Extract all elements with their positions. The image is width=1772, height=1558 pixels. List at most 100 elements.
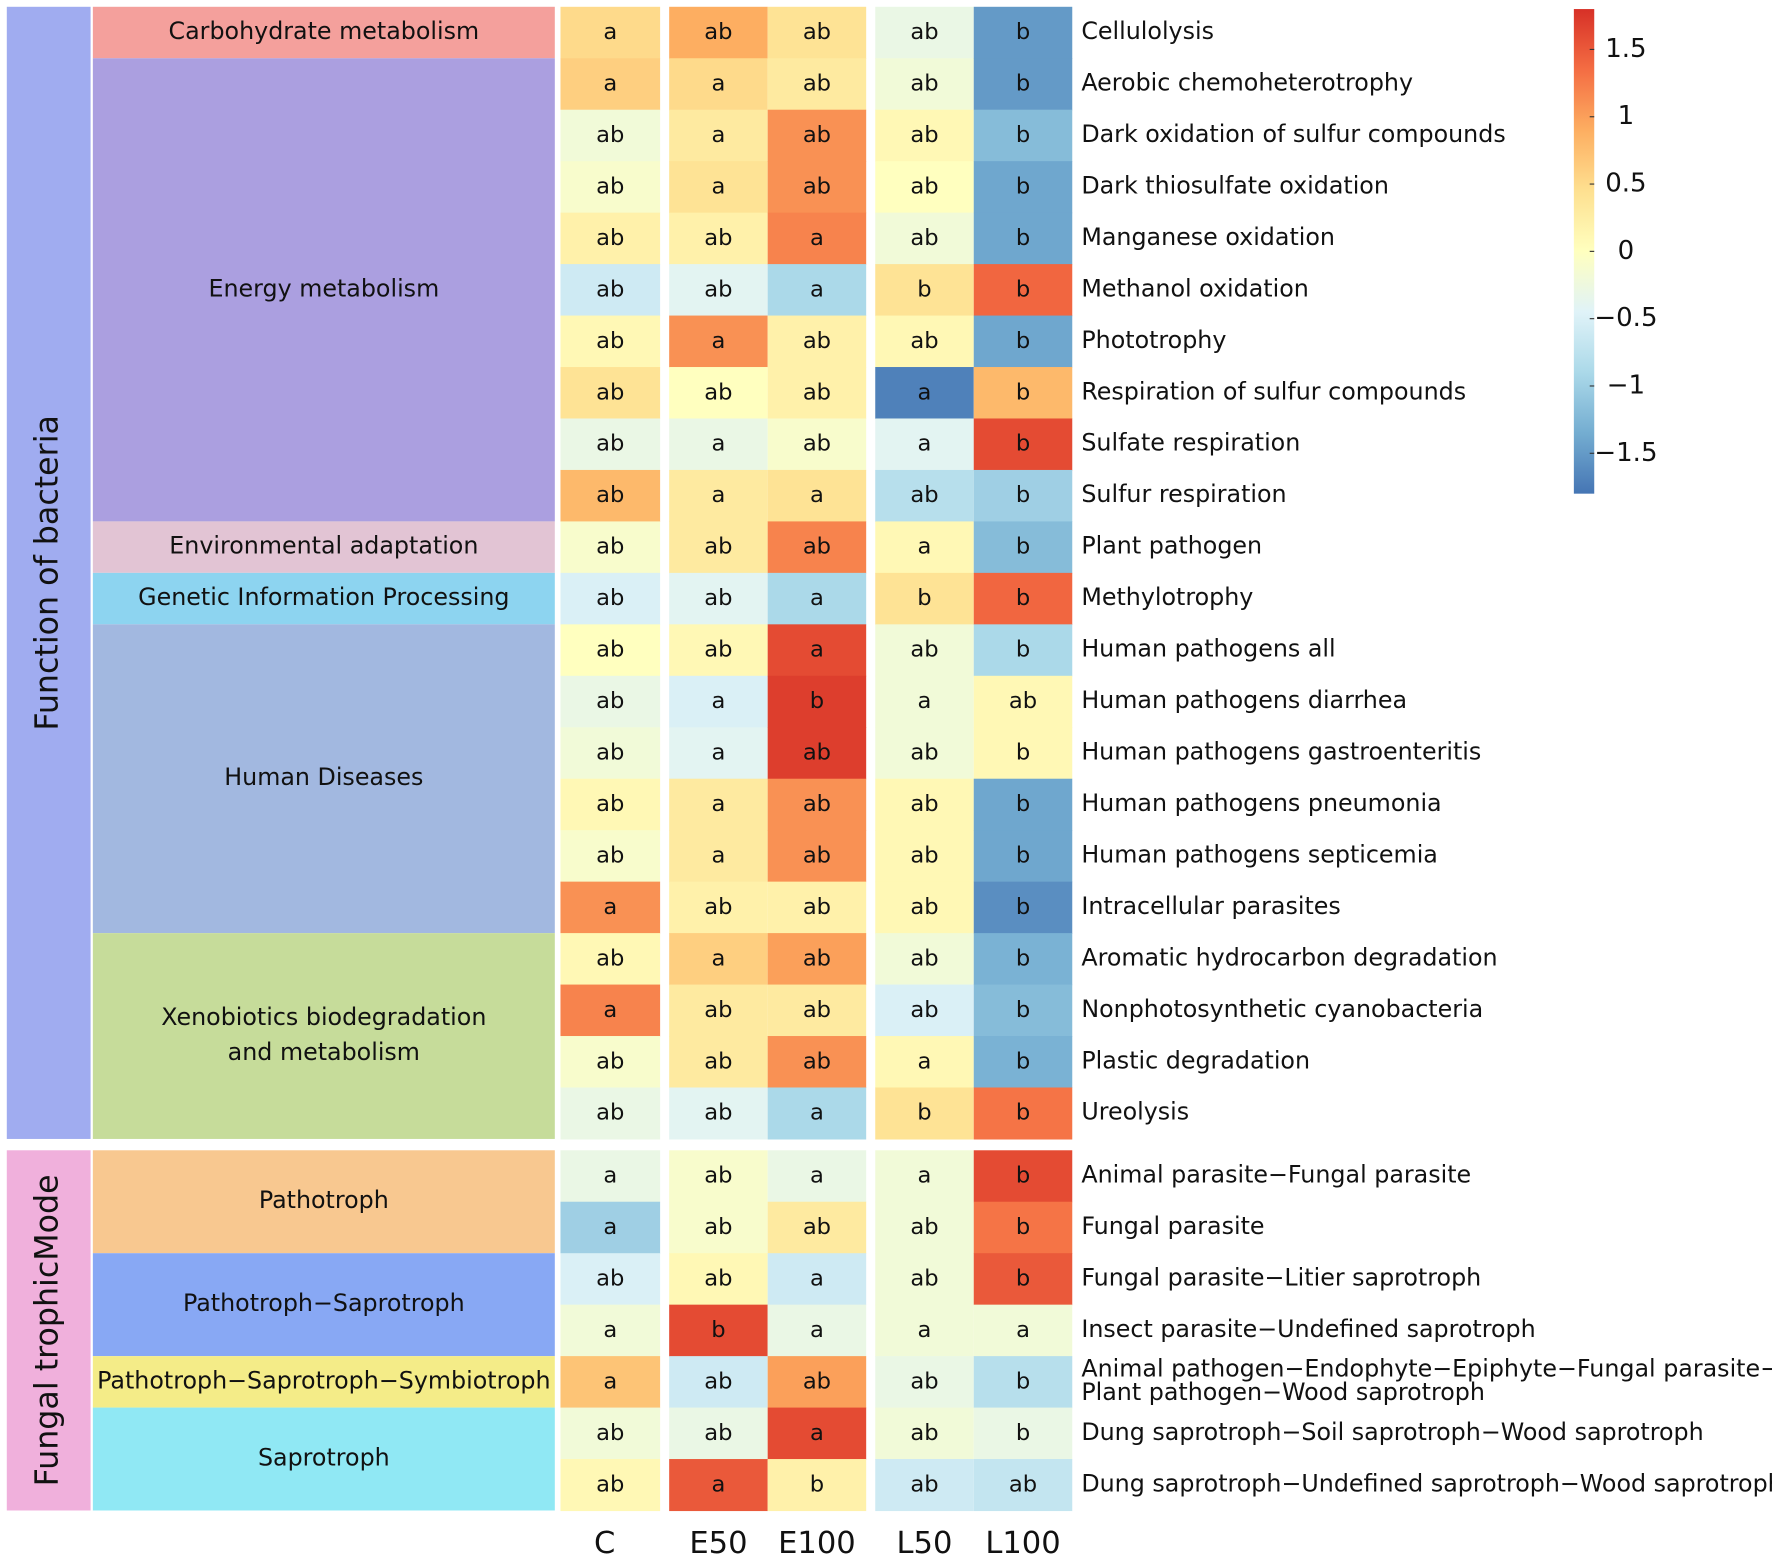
heat-cell <box>767 418 867 471</box>
cell-letter: ab <box>910 482 938 508</box>
heat-cell <box>560 1304 661 1357</box>
heat-cell <box>875 1087 974 1140</box>
group-bar <box>92 572 555 625</box>
heat-cell <box>973 521 1073 574</box>
heat-cell <box>875 1407 974 1460</box>
heat-cell <box>669 161 768 214</box>
cell-letter: ab <box>704 19 732 45</box>
row-label: Animal pathogen−Endophyte−Epiphyte−Funga… <box>1081 1354 1772 1382</box>
heat-cell <box>669 1459 768 1512</box>
heat-cell <box>767 572 867 625</box>
cell-letter: ab <box>704 1100 732 1126</box>
heat-cell <box>875 572 974 625</box>
cell-letter: ab <box>910 739 938 765</box>
cell-letter: a <box>711 1471 725 1497</box>
cell-letter: ab <box>910 997 938 1023</box>
heat-cell <box>875 469 974 522</box>
cell-letter: ab <box>803 791 831 817</box>
heat-cell <box>973 212 1073 265</box>
heat-cell <box>560 315 661 368</box>
column-label: L100 <box>985 1526 1060 1558</box>
heat-cell <box>767 1356 867 1409</box>
cell-letter: ab <box>803 1368 831 1394</box>
heat-cell <box>560 984 661 1037</box>
cell-letter: b <box>1016 1368 1030 1394</box>
heat-cell <box>767 367 867 420</box>
colorbar-tick-label: 0.5 <box>1605 169 1646 199</box>
group-label: Pathotroph−Saprotroph−Symbiotroph <box>97 1366 550 1394</box>
heat-cell <box>767 984 867 1037</box>
heat-cell <box>767 675 867 728</box>
heat-cell <box>973 58 1073 111</box>
heat-cell <box>973 933 1073 986</box>
heat-cell <box>767 778 867 831</box>
heat-cell <box>560 675 661 728</box>
row-label: Human pathogens septicemia <box>1081 840 1438 868</box>
cell-letter: a <box>810 1163 824 1189</box>
cell-letter: a <box>603 19 617 45</box>
cell-letter: ab <box>910 19 938 45</box>
heat-cell <box>973 469 1073 522</box>
heat-cell <box>973 830 1073 883</box>
heat-cell <box>560 1356 661 1409</box>
heat-cell <box>767 1150 867 1203</box>
heat-cell <box>669 933 768 986</box>
cell-letter: ab <box>596 328 624 354</box>
group-label: and metabolism <box>228 1038 420 1066</box>
cell-letter: b <box>1016 791 1030 817</box>
heat-cell <box>875 1356 974 1409</box>
cell-letter: b <box>1016 1420 1030 1446</box>
heat-cell <box>669 1253 768 1306</box>
group-bar <box>92 58 555 522</box>
heat-cell <box>767 1253 867 1306</box>
cell-letter: a <box>603 1163 617 1189</box>
heat-cell <box>560 1087 661 1140</box>
cell-letter: a <box>810 225 824 251</box>
cell-letter: ab <box>910 637 938 663</box>
cell-letter: a <box>603 1214 617 1240</box>
heat-cell <box>875 212 974 265</box>
cell-letter: ab <box>704 997 732 1023</box>
cell-letter: b <box>1016 842 1030 868</box>
cell-letter: ab <box>910 173 938 199</box>
heat-cell <box>669 984 768 1037</box>
cell-letter: a <box>810 1100 824 1126</box>
cell-letter: a <box>711 122 725 148</box>
cell-letter: b <box>1016 379 1030 405</box>
heat-cell <box>973 418 1073 471</box>
heat-cell <box>669 264 768 317</box>
cell-letter: ab <box>803 1214 831 1240</box>
cell-letter: b <box>917 276 931 302</box>
heat-cell <box>669 367 768 420</box>
cell-letter: ab <box>596 1265 624 1291</box>
group-label: Pathotroph−Saprotroph <box>183 1289 465 1317</box>
cell-letter: b <box>917 1100 931 1126</box>
cell-letter: a <box>711 739 725 765</box>
cell-letter: ab <box>596 1100 624 1126</box>
cell-letter: b <box>1016 739 1030 765</box>
row-label: Animal parasite−Fungal parasite <box>1081 1161 1471 1189</box>
cell-letter: ab <box>704 894 732 920</box>
heat-cell <box>767 161 867 214</box>
heat-cell <box>669 675 768 728</box>
section-bar <box>6 6 91 1139</box>
heat-cell <box>669 6 768 59</box>
heat-cell <box>973 624 1073 677</box>
heat-cell <box>767 264 867 317</box>
row-label: Sulfate respiration <box>1081 429 1300 457</box>
cell-letter: a <box>918 1163 932 1189</box>
heat-cell <box>560 933 661 986</box>
row-label: Manganese oxidation <box>1081 223 1335 251</box>
heat-cell <box>973 1459 1073 1512</box>
cell-letter: ab <box>596 1471 624 1497</box>
cell-letter: ab <box>704 379 732 405</box>
cell-letter: a <box>810 585 824 611</box>
heat-cell <box>767 6 867 59</box>
heat-cell <box>767 521 867 574</box>
row-label: Ureolysis <box>1081 1098 1189 1126</box>
cell-letter: ab <box>803 328 831 354</box>
cell-letter: a <box>810 482 824 508</box>
cell-letter: ab <box>596 842 624 868</box>
row-label: Plant pathogen−Wood saprotroph <box>1081 1378 1485 1406</box>
cell-letter: b <box>1016 997 1030 1023</box>
